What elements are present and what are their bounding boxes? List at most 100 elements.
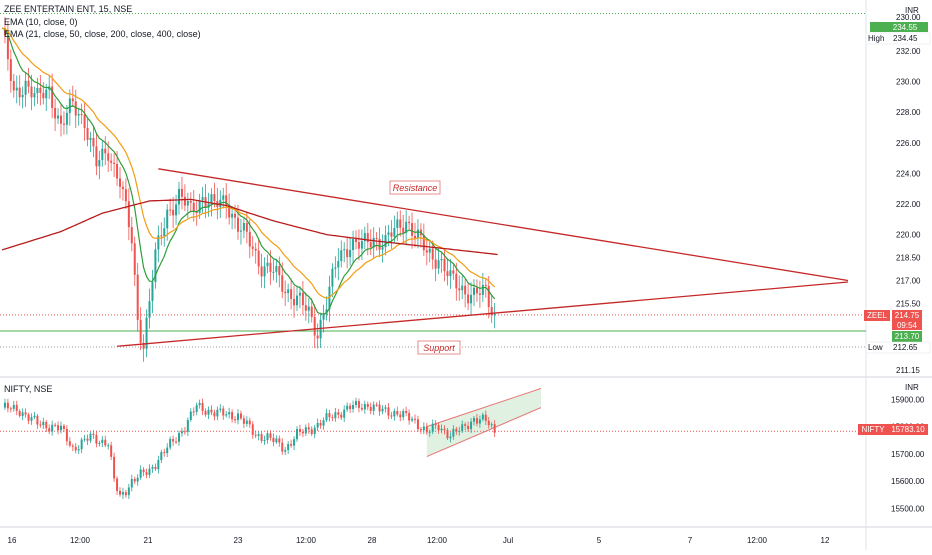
nifty-candle-body <box>263 440 266 442</box>
candle-body <box>136 274 139 320</box>
svg-text:213.70: 213.70 <box>895 332 920 341</box>
nifty-candle-body <box>12 404 15 409</box>
time-tick-label: Jul <box>503 536 513 545</box>
candle-body <box>346 249 349 258</box>
candle-body <box>310 306 313 317</box>
price-tick-label: 232.00 <box>896 47 921 56</box>
nifty-tick-label: 15500.00 <box>891 504 925 513</box>
nifty-candle-body <box>80 439 83 450</box>
candle-body <box>57 115 60 119</box>
nifty-candle-body <box>42 421 45 426</box>
nifty-candle-body <box>180 431 183 434</box>
time-tick-label: 28 <box>368 536 377 545</box>
nifty-candle-body <box>62 425 65 429</box>
candle-body <box>133 243 136 275</box>
nifty-candle-body <box>254 434 257 436</box>
nifty-candle-body <box>310 429 313 435</box>
candle-body <box>175 204 178 216</box>
chart-title[interactable]: ZEE ENTERTAIN ENT, 15, NSE <box>4 4 133 14</box>
time-axis[interactable]: 16 12:00 21 23 12:00 28 12:00 Jul 5 7 12:00 12 <box>8 536 830 545</box>
candle-body <box>375 237 378 239</box>
candle-body <box>298 292 301 296</box>
candle-body <box>334 267 337 269</box>
resistance-label[interactable]: Resistance <box>389 180 441 195</box>
candle-body <box>399 219 402 228</box>
nifty-candle-body <box>3 402 6 408</box>
candle-body <box>231 213 234 218</box>
candle-body <box>60 115 62 124</box>
high-label: High 234.45 <box>865 32 931 45</box>
nifty-candle-body <box>101 439 104 443</box>
candle-body <box>325 309 328 315</box>
candle-body <box>284 291 287 294</box>
candle-body <box>384 234 387 248</box>
nifty-title[interactable]: NIFTY, NSE <box>4 384 53 394</box>
nifty-candle-body <box>428 431 431 433</box>
svg-text:09:54: 09:54 <box>897 321 918 330</box>
candle-body <box>440 258 443 261</box>
nifty-candle-body <box>478 419 481 424</box>
nifty-candle-body <box>95 435 98 444</box>
nifty-candle-body <box>133 478 136 482</box>
nifty-candle-body <box>473 418 475 422</box>
candle-body <box>39 87 42 93</box>
nifty-candle-body <box>419 429 422 431</box>
svg-text:ZEEL: ZEEL <box>867 311 888 320</box>
time-tick-label: 12:00 <box>70 536 91 545</box>
candle-body <box>145 317 148 349</box>
main-price-pane[interactable] <box>0 13 866 362</box>
candle-body <box>337 260 340 268</box>
candle-body <box>151 282 154 302</box>
candle-body <box>198 200 201 213</box>
nifty-candle-body <box>92 433 95 436</box>
nifty-candle-body <box>331 417 334 419</box>
nifty-candle-body <box>57 425 60 431</box>
nifty-candle-body <box>83 438 86 440</box>
candle-body <box>116 163 119 179</box>
candle-body <box>3 28 6 36</box>
nifty-candle-body <box>340 414 343 418</box>
nifty-currency-label: INR <box>905 383 919 392</box>
support-label[interactable]: Support <box>417 340 461 355</box>
nifty-candle-body <box>219 408 222 410</box>
candle-body <box>355 239 357 243</box>
candle-body <box>393 227 396 237</box>
nifty-candle-body <box>89 433 92 441</box>
nifty-candle-body <box>257 434 260 436</box>
nifty-candle-body <box>33 415 36 418</box>
nifty-candle-body <box>287 443 290 451</box>
candle-body <box>313 316 316 336</box>
nifty-candle-body <box>142 469 145 473</box>
candle-body <box>180 188 183 197</box>
nifty-candle-body <box>298 429 301 432</box>
candle-body <box>414 235 416 239</box>
nifty-candle-body <box>213 412 216 417</box>
nifty-candle-body <box>452 428 455 437</box>
nifty-candle-body <box>372 404 375 411</box>
nifty-pane[interactable] <box>0 387 866 499</box>
candle-body <box>437 260 440 269</box>
support-text: Support <box>423 343 455 353</box>
svg-text:212.65: 212.65 <box>893 343 918 352</box>
nifty-candle-body <box>470 421 473 430</box>
candle-body <box>464 285 467 295</box>
nifty-candle-body <box>402 410 405 418</box>
nifty-candle-body <box>296 429 298 440</box>
candle-body <box>83 114 86 129</box>
price-tick-label: 226.00 <box>896 139 921 148</box>
nifty-candle-body <box>71 445 74 447</box>
ema10-legend[interactable]: EMA (10, close, 0) <box>4 17 78 27</box>
nifty-candle-body <box>198 402 201 406</box>
nifty-candle-body <box>431 423 434 432</box>
ema-multi-legend[interactable]: EMA (21, close, 50, close, 200, close, 4… <box>4 29 201 39</box>
nifty-candle-body <box>322 420 325 426</box>
price-channel-fill <box>426 388 541 457</box>
candle-body <box>467 294 470 304</box>
nifty-candle-body <box>278 438 281 443</box>
candle-body <box>21 94 24 98</box>
candle-body <box>396 219 399 228</box>
nifty-candle-body <box>481 414 484 420</box>
nifty-candle-body <box>290 443 293 446</box>
